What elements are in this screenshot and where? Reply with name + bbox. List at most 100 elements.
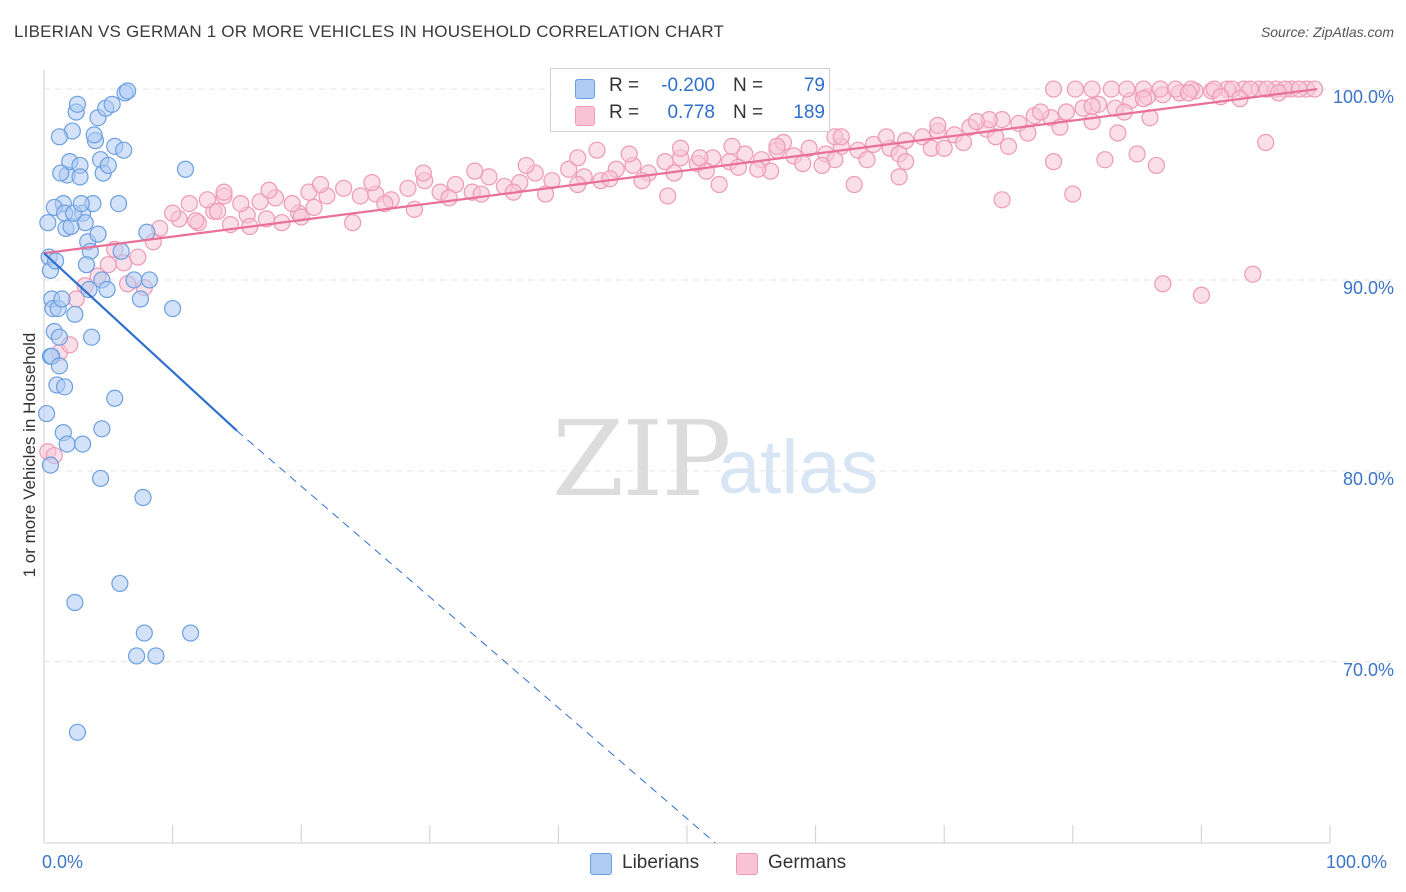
german-point	[440, 189, 458, 207]
germans-legend-swatch	[736, 853, 758, 875]
liberian-point	[82, 328, 101, 346]
german-point	[1083, 80, 1101, 98]
german-point	[588, 141, 606, 159]
german-point	[292, 208, 310, 226]
german-point	[794, 154, 812, 173]
german-point	[954, 133, 973, 152]
liberian-point	[98, 280, 116, 299]
german-point	[1257, 133, 1275, 152]
german-point	[1151, 80, 1169, 98]
german-point	[311, 175, 330, 194]
german-point	[472, 185, 490, 203]
watermark-atlas: atlas	[718, 425, 879, 510]
german-point	[283, 195, 301, 213]
german-point	[1290, 80, 1308, 98]
liberians-legend-label: Liberians	[622, 852, 700, 873]
legend-n-label: N =	[733, 75, 764, 96]
german-point	[1118, 80, 1136, 98]
german-point	[768, 137, 786, 155]
liberian-point	[80, 280, 98, 299]
german-point	[517, 156, 535, 175]
chart-source: Source: ZipAtlas.com	[1260, 24, 1394, 40]
liberian-point	[68, 95, 87, 113]
german-point	[999, 137, 1018, 155]
liberian-point	[99, 156, 117, 175]
german-point	[800, 139, 818, 157]
liberian-point	[89, 225, 107, 243]
legend-r-label: R =	[609, 75, 640, 96]
german-point	[187, 212, 205, 230]
german-point	[1083, 112, 1101, 131]
german-point	[1109, 124, 1127, 142]
german-point	[1083, 97, 1101, 115]
liberian-point	[41, 456, 60, 474]
german-point	[729, 158, 748, 176]
liberian-point	[85, 126, 103, 144]
liberian-point	[55, 378, 74, 396]
liberians-trend-line	[43, 252, 238, 432]
german-point	[1019, 124, 1037, 142]
liberians-trend-extension	[236, 430, 716, 844]
german-point	[1044, 80, 1063, 98]
german-point	[1044, 153, 1063, 171]
legend-r-value: 0.778	[667, 102, 715, 123]
german-point	[993, 191, 1011, 209]
liberians-swatch	[575, 79, 595, 99]
liberian-point	[135, 624, 153, 642]
liberian-point	[140, 271, 159, 289]
german-point	[363, 174, 381, 192]
german-point	[691, 149, 709, 167]
y-axis-label: 1 or more Vehicles in Household	[20, 332, 39, 578]
liberian-point	[134, 488, 152, 507]
watermark-zip: ZIP	[552, 398, 731, 520]
german-point	[897, 153, 915, 171]
german-point	[344, 214, 362, 232]
legend-n-value: 189	[793, 102, 825, 123]
german-point	[1064, 185, 1082, 203]
german-point	[1128, 145, 1146, 163]
german-point	[129, 248, 147, 266]
liberian-point	[106, 389, 124, 407]
liberian-point	[176, 160, 195, 178]
german-point	[180, 195, 198, 213]
german-point	[335, 179, 353, 197]
liberian-point	[52, 164, 70, 182]
german-point	[659, 187, 677, 205]
german-point	[414, 164, 432, 182]
german-point	[1096, 151, 1114, 169]
liberian-point	[39, 214, 57, 232]
germans-swatch	[575, 106, 595, 126]
german-point	[987, 128, 1005, 146]
germans-trend-line	[43, 87, 1318, 255]
german-point	[890, 168, 908, 186]
legend-n-label: N =	[733, 102, 764, 123]
liberian-point	[103, 95, 121, 113]
german-point	[710, 175, 728, 194]
german-point	[1134, 90, 1153, 108]
german-point	[1115, 103, 1133, 121]
german-point	[209, 202, 227, 220]
y-tick-label-80: 80.0%	[1342, 469, 1394, 489]
liberian-point	[164, 299, 182, 318]
german-point	[1147, 156, 1165, 175]
liberian-point	[50, 128, 69, 146]
liberian-point	[37, 404, 56, 423]
liberian-point	[72, 195, 90, 213]
liberian-point	[91, 469, 110, 488]
y-tick-label-90: 90.0%	[1342, 278, 1394, 298]
legend-r-label: R =	[609, 102, 640, 123]
german-point	[560, 160, 578, 178]
german-point	[1057, 103, 1075, 121]
stats-legend: R = -0.200 N = 79 R = 0.778 N = 189	[550, 68, 830, 132]
liberian-point	[125, 271, 143, 289]
german-point	[399, 179, 417, 197]
german-point	[877, 128, 895, 146]
german-point	[723, 137, 741, 155]
y-tick-label-100: 100.0%	[1332, 87, 1394, 107]
german-point	[967, 112, 985, 131]
german-point	[260, 181, 278, 199]
liberian-point	[50, 357, 69, 375]
german-point	[215, 183, 233, 201]
german-point	[1102, 80, 1120, 98]
